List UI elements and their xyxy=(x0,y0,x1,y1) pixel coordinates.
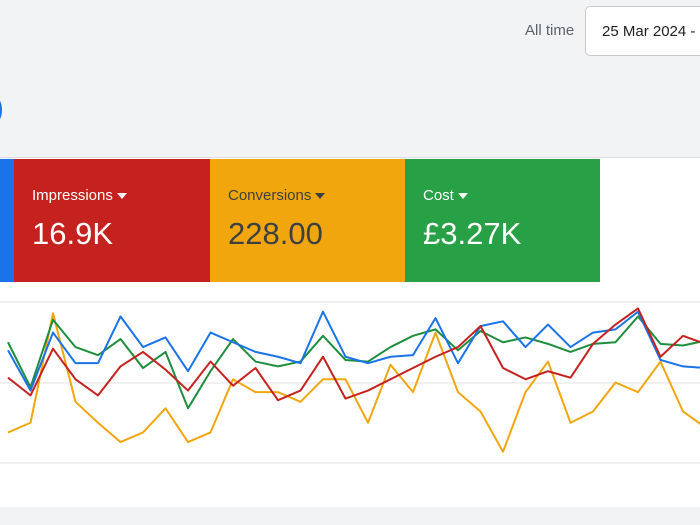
metric-label: Cost xyxy=(423,187,600,204)
series-line xyxy=(7,307,700,402)
metric-name: Conversions xyxy=(228,187,312,204)
metric-card[interactable]: Cost £3.27K xyxy=(405,159,600,282)
avatar xyxy=(0,96,2,124)
series-line xyxy=(7,310,700,392)
dropdown-icon xyxy=(315,193,326,200)
dropdown-icon xyxy=(457,193,468,200)
metric-name: Cost xyxy=(423,187,454,204)
metric-label: Conversions xyxy=(228,187,405,204)
summary-panel: Impressions 16.9K Conversions 228.00 Cos… xyxy=(0,157,700,508)
metric-card[interactable]: Impressions 16.9K xyxy=(14,159,210,282)
metric-label: Impressions xyxy=(32,187,210,204)
dropdown-icon xyxy=(116,193,127,200)
metric-value: £3.27K xyxy=(423,216,522,251)
metric-value: 16.9K xyxy=(32,216,114,251)
toolbar: All time 25 Mar 2024 - xyxy=(0,0,700,157)
metric-value: 228.00 xyxy=(228,216,323,251)
metric-card[interactable]: Conversions 228.00 xyxy=(210,159,405,282)
range-label: All time xyxy=(525,22,575,39)
metric-name: Impressions xyxy=(32,187,113,204)
metric-card[interactable] xyxy=(0,159,14,282)
date-picker[interactable]: 25 Mar 2024 - xyxy=(585,6,700,56)
series-line xyxy=(7,312,700,453)
footer-bar xyxy=(0,507,700,525)
